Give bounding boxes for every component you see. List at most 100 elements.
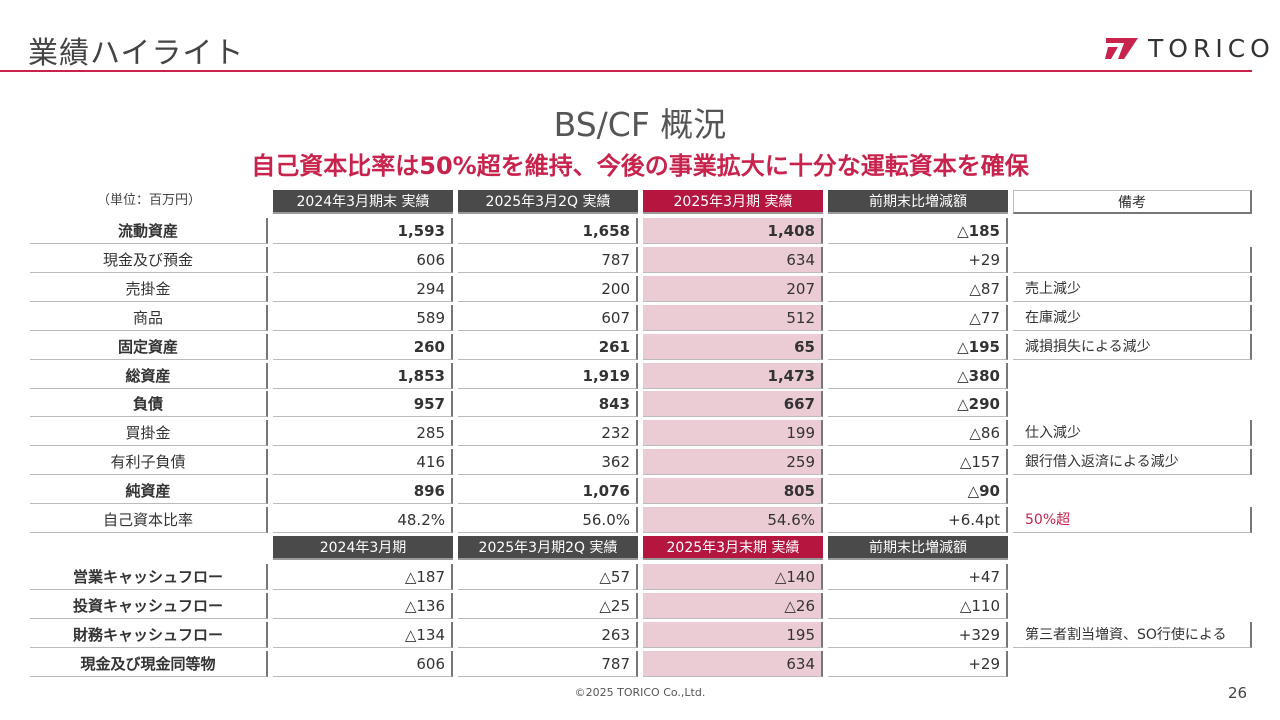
cf-cell-diff: △110 xyxy=(828,593,1008,619)
subtitle: 自己資本比率は50%超を維持、今後の事業拡大に十分な運転資本を確保 xyxy=(251,152,1029,180)
cf-cell-2024: △187 xyxy=(273,564,453,590)
bs-cell-2025-2q: 607 xyxy=(458,305,638,331)
cf-cell-2025: 634 xyxy=(643,651,823,677)
bs-cell-diff: △86 xyxy=(828,420,1008,446)
bs-cell-diff: △195 xyxy=(828,334,1008,360)
bs-cell-diff: △157 xyxy=(828,449,1008,475)
bs-row-label: 純資産 xyxy=(30,478,268,504)
bs-cell-2024: 957 xyxy=(273,391,453,417)
cf-cell-note: 第三者割当増資、SO行使による xyxy=(1013,622,1252,648)
bs-cell-2025: 634 xyxy=(643,247,823,273)
bs-row-label: 買掛金 xyxy=(30,420,268,446)
bs-cell-2024: 416 xyxy=(273,449,453,475)
bs-cell-diff: △77 xyxy=(828,305,1008,331)
bs-cell-2025-2q: 261 xyxy=(458,334,638,360)
cf-cell-2025: 195 xyxy=(643,622,823,648)
cf-row-label: 現金及び現金同等物 xyxy=(30,651,268,677)
bs-row-label: 現金及び預金 xyxy=(30,247,268,273)
cf-cell-diff: +329 xyxy=(828,622,1008,648)
bs-cell-note xyxy=(1013,391,1252,417)
bs-cell-2025-2q: 843 xyxy=(458,391,638,417)
cf-cell-note xyxy=(1013,564,1252,590)
bs-cell-diff: △290 xyxy=(828,391,1008,417)
bs-cell-2024: 260 xyxy=(273,334,453,360)
bs-cell-2024: 589 xyxy=(273,305,453,331)
main-title: BS/CF 概況 xyxy=(553,105,727,144)
bs-col-header: 2024年3月期末 実績 xyxy=(273,190,453,214)
bs-row-label: 自己資本比率 xyxy=(30,507,268,533)
bs-cell-2025-2q: 362 xyxy=(458,449,638,475)
bs-row-label: 総資産 xyxy=(30,363,268,389)
bs-cell-2025: 1,473 xyxy=(643,363,823,389)
bs-cell-2024: 1,593 xyxy=(273,218,453,244)
cf-cell-2024: △134 xyxy=(273,622,453,648)
cf-cell-note xyxy=(1013,593,1252,619)
bs-cell-note xyxy=(1013,363,1252,389)
bs-cell-2025-2q: 1,076 xyxy=(458,478,638,504)
bs-row-label: 固定資産 xyxy=(30,334,268,360)
cf-row-label: 投資キャッシュフロー xyxy=(30,593,268,619)
bs-row-label: 負債 xyxy=(30,391,268,417)
bs-cell-2025: 199 xyxy=(643,420,823,446)
header-divider xyxy=(0,70,1252,72)
bs-cell-note xyxy=(1013,247,1252,273)
bs-cell-note xyxy=(1013,218,1252,244)
bs-cell-note: 減損損失による減少 xyxy=(1013,334,1252,360)
bs-cell-2025-2q: 1,658 xyxy=(458,218,638,244)
torico-logo-icon xyxy=(1105,38,1138,59)
bs-row-label: 売掛金 xyxy=(30,276,268,302)
cf-col-header: 2025年3月末期 実績 xyxy=(643,536,823,560)
bs-cell-2025: 54.6% xyxy=(643,507,823,533)
bs-col-header: 2025年3月2Q 実績 xyxy=(458,190,638,214)
bs-cell-note: 在庫減少 xyxy=(1013,305,1252,331)
cf-row-label: 営業キャッシュフロー xyxy=(30,564,268,590)
page-title: 業績ハイライト xyxy=(28,36,245,71)
bs-cell-2025: 512 xyxy=(643,305,823,331)
bs-cell-2025: 259 xyxy=(643,449,823,475)
cf-cell-2025-2q: 263 xyxy=(458,622,638,648)
cf-cell-2024: 606 xyxy=(273,651,453,677)
bs-cell-note xyxy=(1013,478,1252,504)
bs-note-header: 備考 xyxy=(1013,190,1252,214)
bs-cell-2025-2q: 1,919 xyxy=(458,363,638,389)
bs-cell-2024: 48.2% xyxy=(273,507,453,533)
bs-row-label: 流動資産 xyxy=(30,218,268,244)
bs-cell-2025: 805 xyxy=(643,478,823,504)
cf-cell-note xyxy=(1013,651,1252,677)
page-number: 26 xyxy=(1228,684,1248,702)
cf-cell-2025-2q: △25 xyxy=(458,593,638,619)
bs-row-label: 商品 xyxy=(30,305,268,331)
cf-cell-2025: △26 xyxy=(643,593,823,619)
bs-cell-2025-2q: 787 xyxy=(458,247,638,273)
cf-row-label: 財務キャッシュフロー xyxy=(30,622,268,648)
cf-col-header: 2025年3月期2Q 実績 xyxy=(458,536,638,560)
cf-cell-2024: △136 xyxy=(273,593,453,619)
copyright: ©2025 TORICO Co.,Ltd. xyxy=(574,686,706,699)
bs-cell-diff: +29 xyxy=(828,247,1008,273)
bs-cell-diff: △90 xyxy=(828,478,1008,504)
cf-cell-diff: +29 xyxy=(828,651,1008,677)
cf-cell-2025-2q: 787 xyxy=(458,651,638,677)
bs-cell-2024: 1,853 xyxy=(273,363,453,389)
cf-cell-2025-2q: △57 xyxy=(458,564,638,590)
torico-logo: TORICO xyxy=(1104,32,1275,64)
bs-cell-2024: 285 xyxy=(273,420,453,446)
bs-cell-2025-2q: 200 xyxy=(458,276,638,302)
bs-cell-2024: 896 xyxy=(273,478,453,504)
cf-col-header: 前期末比増減額 xyxy=(828,536,1008,560)
bs-cell-2025: 667 xyxy=(643,391,823,417)
bs-cell-2024: 294 xyxy=(273,276,453,302)
bs-cell-note: 銀行借入返済による減少 xyxy=(1013,449,1252,475)
bs-col-header: 前期末比増減額 xyxy=(828,190,1008,214)
bs-cell-note: 売上減少 xyxy=(1013,276,1252,302)
cf-cell-diff: +47 xyxy=(828,564,1008,590)
bs-cell-2025-2q: 232 xyxy=(458,420,638,446)
unit-label: （単位：百万円） xyxy=(96,193,201,208)
bs-cell-diff: △87 xyxy=(828,276,1008,302)
bs-cell-diff: △380 xyxy=(828,363,1008,389)
bs-col-header: 2025年3月期 実績 xyxy=(643,190,823,214)
bs-cell-note: 仕入減少 xyxy=(1013,420,1252,446)
bs-cell-2025: 1,408 xyxy=(643,218,823,244)
bs-cell-diff: △185 xyxy=(828,218,1008,244)
cf-col-header: 2024年3月期 xyxy=(273,536,453,560)
